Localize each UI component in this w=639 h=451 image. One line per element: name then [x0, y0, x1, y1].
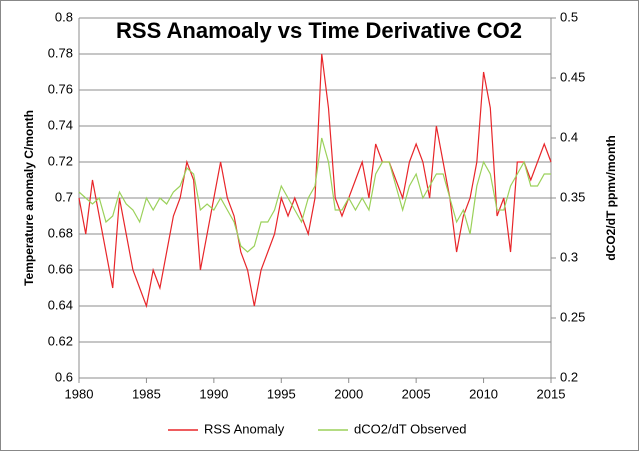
series-line	[78, 53, 552, 309]
x-tick-label: 1990	[199, 386, 228, 401]
y-tick-label: 0.78	[48, 45, 73, 60]
y-axis-label: Temperature anomaly C/month	[22, 110, 36, 286]
y-tick-label: 0.72	[48, 153, 73, 168]
x-tick-label: 2000	[334, 386, 363, 401]
legend-label: dCO2/dT Observed	[354, 421, 466, 436]
y2-axis-label: dCO2/dT ppmv/month	[604, 135, 618, 260]
y2-tick-label: 0.45	[560, 69, 585, 84]
x-tick-label: 1980	[65, 386, 94, 401]
y-tick-label: 0.6	[55, 369, 73, 384]
x-tick-label: 2010	[469, 386, 498, 401]
y-tick-label: 0.64	[48, 297, 73, 312]
y-tick-label: 0.7	[55, 189, 73, 204]
x-tick-label: 2015	[537, 386, 566, 401]
y2-tick-label: 0.35	[560, 189, 585, 204]
y2-tick-label: 0.3	[560, 249, 578, 264]
x-tick-label: 2005	[402, 386, 431, 401]
y2-tick-label: 0.25	[560, 309, 585, 324]
y-tick-label: 0.68	[48, 225, 73, 240]
y2-tick-label: 0.5	[560, 9, 578, 24]
y-tick-label: 0.62	[48, 333, 73, 348]
y-tick-label: 0.74	[48, 117, 73, 132]
y2-tick-label: 0.4	[560, 129, 578, 144]
x-tick-label: 1985	[132, 386, 161, 401]
chart-title: RSS Anamoaly vs Time Derivative CO2	[116, 18, 522, 43]
y-tick-label: 0.66	[48, 261, 73, 276]
series-line	[78, 137, 551, 253]
y-tick-label: 0.76	[48, 81, 73, 96]
legend-label: RSS Anomaly	[204, 421, 285, 436]
y2-tick-label: 0.2	[560, 369, 578, 384]
y-tick-label: 0.8	[55, 9, 73, 24]
x-tick-label: 1995	[267, 386, 296, 401]
